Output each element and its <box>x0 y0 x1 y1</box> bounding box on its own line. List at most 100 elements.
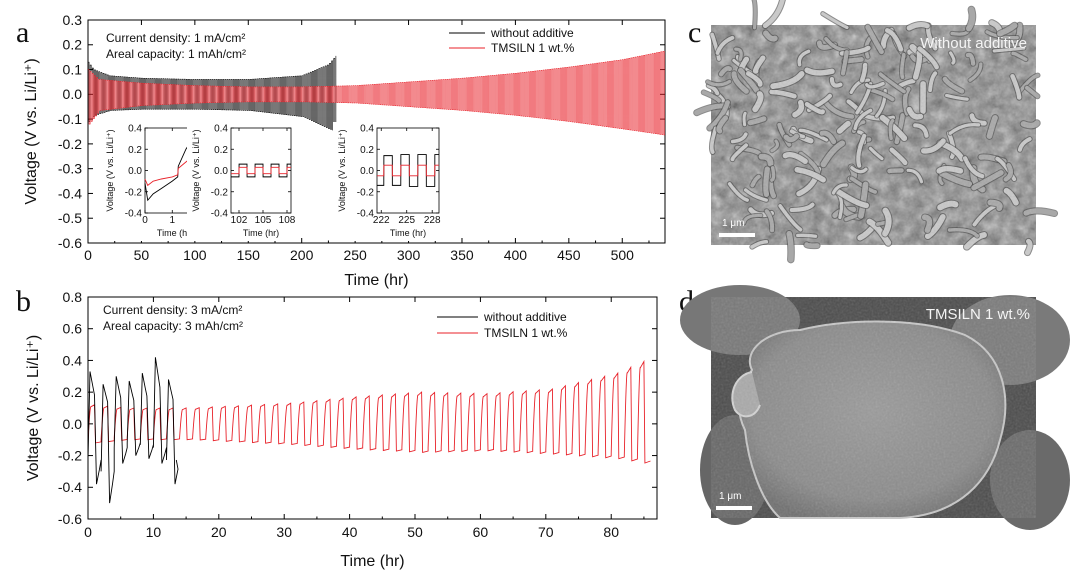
panel-b-y-tick-label: 0.8 <box>63 289 83 305</box>
fiber <box>752 0 757 30</box>
panel-b-x-tick-label: 10 <box>146 524 162 540</box>
panel-a-x-tick-label: 500 <box>611 247 635 263</box>
scale-bar-label-d: 1 μm <box>719 491 741 502</box>
panel-a-y-tick-label: 0.1 <box>63 61 83 77</box>
panel-b-x-tick-label: 20 <box>211 524 227 540</box>
inset-2: 102 105 108 -0.4 -0.2 0.0 0.2 0.4 Time (hr) Volta… <box>187 122 299 241</box>
inset-y-tick-label: 0.2 <box>360 145 374 156</box>
inset-series <box>377 164 439 177</box>
inset-y-tick-label: 0.0 <box>214 166 228 177</box>
inset-x-axis-label: Time (hr) <box>157 228 193 238</box>
panel-b-axes: 0 10 20 30 40 50 60 70 80 -0.6 -0.4 -0.2 0.0 0.2 0.4 0.… <box>25 289 658 570</box>
sem-image-without-additive <box>693 0 1059 264</box>
panel-a-axes: 0 50 100 150 200 250 300 350 400 450 500 -0.6 -0.5 -0… <box>23 12 666 289</box>
panel-b-x-tick-label: 70 <box>538 524 554 540</box>
inset-y-tick-label: 0.4 <box>214 124 228 135</box>
panel-b-frame <box>87 296 658 520</box>
panel-a-y-tick-label: 0.3 <box>63 12 83 28</box>
panel-a-areal-capacity: Areal capacity: 1 mAh/cm² <box>106 47 246 61</box>
inset-y-tick-label: 0.4 <box>128 124 142 135</box>
panel-b-x-axis-label: Time (hr) <box>340 553 404 570</box>
panel-b-y-tick-label: 0.2 <box>63 384 83 400</box>
inset-x-tick-label: 1 <box>169 215 175 226</box>
panel-a-y-axis-label: Voltage (V vs. Li/Li⁺) <box>23 58 40 204</box>
panel-a-y-tick-label: 0.0 <box>63 86 83 102</box>
panel-a-legend: without additive TMSILN 1 wt.% <box>449 26 575 55</box>
inset-background <box>187 122 299 241</box>
panel-a-label: a <box>16 16 29 49</box>
inset-x-axis-label: Time (hr) <box>243 228 279 238</box>
inset-y-tick-label: -0.2 <box>357 187 375 198</box>
inset-y-tick-label: 0.4 <box>360 124 374 135</box>
panel-a-series <box>88 50 665 136</box>
inset-y-tick-label: -0.4 <box>125 209 143 220</box>
inset-x-tick-label: 105 <box>255 215 272 226</box>
panel-b-y-tick-label: -0.2 <box>58 447 82 463</box>
inset-x-tick-label: 108 <box>279 215 296 226</box>
legend-label-without-additive: without additive <box>483 310 567 324</box>
inset-x-tick-label: 0 <box>142 215 148 226</box>
sem-caption-without-additive: Without additive <box>920 35 1027 52</box>
panel-b-legend: without additive TMSILN 1 wt.% <box>437 310 568 340</box>
panel-a-current-density: Current density: 1 mA/cm² <box>106 31 245 45</box>
series-without-additive <box>88 357 179 504</box>
inset-y-axis-label: Voltage (V vs. Li/Li⁺) <box>191 129 201 211</box>
panel-b-y-tick-label: -0.6 <box>58 511 82 527</box>
inset-y-tick-label: 0.0 <box>128 166 142 177</box>
inset-y-tick-label: -0.4 <box>357 209 375 220</box>
inset-y-tick-label: 0.0 <box>360 166 374 177</box>
panel-b-y-tick-label: -0.4 <box>58 479 82 495</box>
panel-b-series <box>88 357 651 504</box>
legend-label-tmsiln: TMSILN 1 wt.% <box>484 326 568 340</box>
panel-a-y-tick-label: -0.4 <box>58 185 82 201</box>
panel-b-y-tick-label: 0.0 <box>63 416 83 432</box>
panel-a-x-axis-label: Time (hr) <box>344 272 408 289</box>
panel-c-label: c <box>688 16 701 49</box>
inset-x-tick-label: 228 <box>424 215 441 226</box>
panel-a-y-tick-label: -0.3 <box>58 161 82 177</box>
panel-a-x-tick-label: 0 <box>84 247 92 263</box>
inset-3: 222 225 228 -0.4 -0.2 0.0 0.2 0.4 Time (hr) Volta… <box>333 122 447 241</box>
scale-bar-label-c: 1 μm <box>722 218 744 229</box>
panel-b-x-tick-label: 60 <box>473 524 489 540</box>
series-tmsiln <box>88 50 665 136</box>
panel-b-current-density: Current density: 3 mA/cm² <box>103 303 242 317</box>
inset-x-tick-label: 225 <box>398 215 415 226</box>
panel-b-areal-capacity: Areal capacity: 3 mAh/cm² <box>103 319 243 333</box>
panel-a-x-tick-label: 200 <box>290 247 314 263</box>
panel-b-x-tick-label: 40 <box>342 524 358 540</box>
panel-a-y-tick-label: -0.5 <box>58 210 82 226</box>
panel-a-y-tick-label: 0.2 <box>63 37 83 53</box>
sem-caption-tmsiln: TMSILN 1 wt.% <box>926 306 1030 323</box>
panel-b-label: b <box>16 285 31 318</box>
inset-x-tick-label: 102 <box>231 215 248 226</box>
inset-x-axis-label: Time (hr) <box>390 228 426 238</box>
panel-b-x-tick-label: 30 <box>276 524 292 540</box>
panel-a-x-tick-label: 300 <box>397 247 421 263</box>
panel-a-x-tick-label: 150 <box>237 247 261 263</box>
inset-y-tick-label: 0.2 <box>128 145 142 156</box>
panel-a-x-tick-label: 50 <box>134 247 150 263</box>
panel-a-x-tick-label: 350 <box>450 247 474 263</box>
panel-a-x-tick-label: 450 <box>557 247 581 263</box>
legend-label-tmsiln: TMSILN 1 wt.% <box>491 41 575 55</box>
inset-y-tick-label: -0.2 <box>125 187 143 198</box>
inset-series <box>231 166 291 175</box>
inset-y-axis-label: Voltage (V vs. Li/Li⁺) <box>337 129 347 211</box>
series-tmsiln <box>88 359 651 464</box>
panel-b-x-tick-label: 0 <box>84 524 92 540</box>
sem-image-tmsiln <box>680 285 1070 530</box>
panel-b-x-tick-label: 50 <box>407 524 423 540</box>
scale-bar-c <box>719 233 755 237</box>
panel-a-x-tick-label: 100 <box>183 247 207 263</box>
panel-a-y-tick-label: -0.2 <box>58 136 82 152</box>
legend-label-without-additive: without additive <box>490 26 574 40</box>
inset-y-tick-label: -0.2 <box>211 187 229 198</box>
inset-y-tick-label: 0.2 <box>214 145 228 156</box>
panel-a-y-tick-label: -0.1 <box>58 111 82 127</box>
panel-a-x-tick-label: 250 <box>343 247 367 263</box>
panel-b-y-tick-label: 0.6 <box>63 321 83 337</box>
inset-background <box>333 122 447 241</box>
panel-b-x-tick-label: 80 <box>603 524 619 540</box>
